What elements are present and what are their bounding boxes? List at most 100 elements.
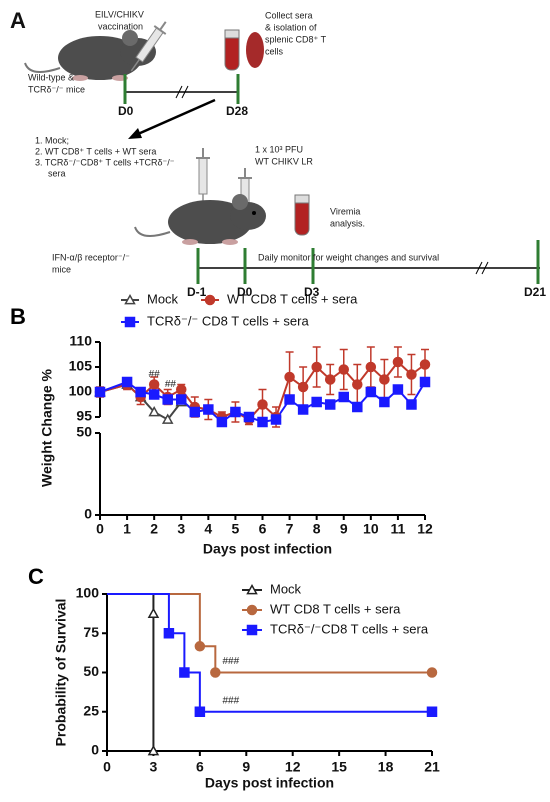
legend-marker (124, 293, 136, 305)
y-tick-label: 50 (76, 424, 92, 440)
marker (94, 386, 106, 398)
mice-text: Wild-type & (28, 72, 74, 82)
step-line (107, 593, 432, 713)
break (175, 85, 183, 99)
day-label: D28 (226, 104, 248, 118)
marker (324, 374, 336, 385)
marker (324, 399, 336, 410)
legend-label: Mock (147, 291, 179, 306)
marker (216, 416, 228, 428)
annotation: ## (149, 369, 161, 380)
marker (406, 369, 417, 380)
marker (179, 667, 190, 678)
marker (338, 364, 349, 375)
recipient-text: mice (52, 264, 71, 274)
legend-label: TCRδ⁻/⁻CD8 T cells + sera (270, 621, 429, 636)
y-axis-label: Probability of Survival (53, 599, 69, 747)
marker (148, 405, 160, 417)
day-label: D21 (524, 285, 546, 299)
arrow-head (128, 128, 142, 139)
marker (406, 399, 417, 410)
break (475, 261, 483, 275)
marker (379, 374, 390, 385)
x-tick-label: 6 (196, 759, 204, 775)
x-tick-label: 3 (177, 521, 185, 537)
marker (121, 376, 133, 388)
marker (147, 744, 160, 756)
x-tick-label: 11 (391, 521, 406, 537)
panel-label: B (10, 304, 26, 329)
group-text: sera (48, 168, 66, 178)
marker (203, 404, 214, 415)
viremia-text: analysis. (330, 218, 365, 228)
marker (352, 379, 363, 390)
marker (426, 706, 438, 717)
marker (338, 391, 349, 403)
marker (270, 414, 282, 425)
panel-label: A (10, 8, 26, 33)
vaccination-text: EILV/CHIKV (95, 9, 144, 19)
marker (162, 394, 173, 405)
panel-a: A EILV/CHIKV vaccination Collect sera & … (10, 8, 546, 299)
x-tick-label: 0 (96, 521, 104, 537)
x-tick-label: 1 (123, 521, 131, 537)
marker (392, 384, 404, 395)
marker (243, 411, 255, 423)
marker (284, 394, 295, 405)
y-tick-label: 50 (83, 663, 99, 679)
y-tick-label: 100 (76, 585, 100, 601)
marker (148, 379, 160, 390)
marker (311, 396, 322, 408)
marker (189, 406, 201, 418)
step-line (107, 593, 155, 751)
marker (419, 376, 431, 388)
break (481, 261, 489, 275)
challenge-text: WT CHIKV LR (255, 156, 313, 166)
group-text: 2. WT CD8⁺ T cells + WT sera (35, 146, 156, 156)
marker (257, 416, 268, 428)
marker (194, 641, 206, 652)
marker (297, 381, 309, 393)
legend-marker (124, 316, 136, 328)
y-tick-label: 95 (76, 408, 92, 424)
marker (352, 401, 363, 413)
collect-text: Collect sera (265, 10, 313, 20)
x-tick-label: 3 (150, 759, 158, 775)
marker (426, 667, 438, 678)
day-label: D-1 (187, 285, 207, 299)
legend-marker (246, 583, 258, 595)
marker (379, 396, 390, 408)
x-tick-label: 12 (417, 521, 433, 537)
x-tick-label: 18 (378, 759, 394, 775)
marker (230, 406, 241, 418)
mice-text: TCRδ⁻/⁻ mice (28, 84, 85, 94)
mouse-icon (134, 193, 267, 246)
marker (194, 706, 206, 717)
marker (257, 399, 268, 410)
x-tick-label: 21 (424, 759, 440, 775)
x-tick-label: 2 (150, 521, 158, 537)
day-label: D0 (237, 285, 253, 299)
x-tick-label: 5 (232, 521, 240, 537)
collect-text: & isolation of (265, 22, 317, 32)
vaccination-text: vaccination (98, 21, 143, 31)
y-tick-label: 75 (83, 624, 99, 640)
arrow (137, 98, 216, 136)
marker (297, 404, 309, 415)
day-label: D0 (118, 104, 134, 118)
collect-text: cells (265, 46, 284, 56)
legend-marker (204, 294, 216, 306)
legend-marker (246, 604, 258, 616)
x-tick-label: 15 (331, 759, 347, 775)
x-tick-label: 4 (204, 521, 212, 537)
marker (176, 394, 187, 405)
spleen-icon (246, 32, 264, 68)
marker (210, 667, 221, 678)
x-tick-label: 9 (242, 759, 250, 775)
marker (147, 607, 160, 618)
marker (365, 386, 377, 398)
marker (392, 356, 404, 368)
y-tick-label: 105 (69, 358, 93, 374)
group-text: 1. Mock; (35, 135, 69, 145)
